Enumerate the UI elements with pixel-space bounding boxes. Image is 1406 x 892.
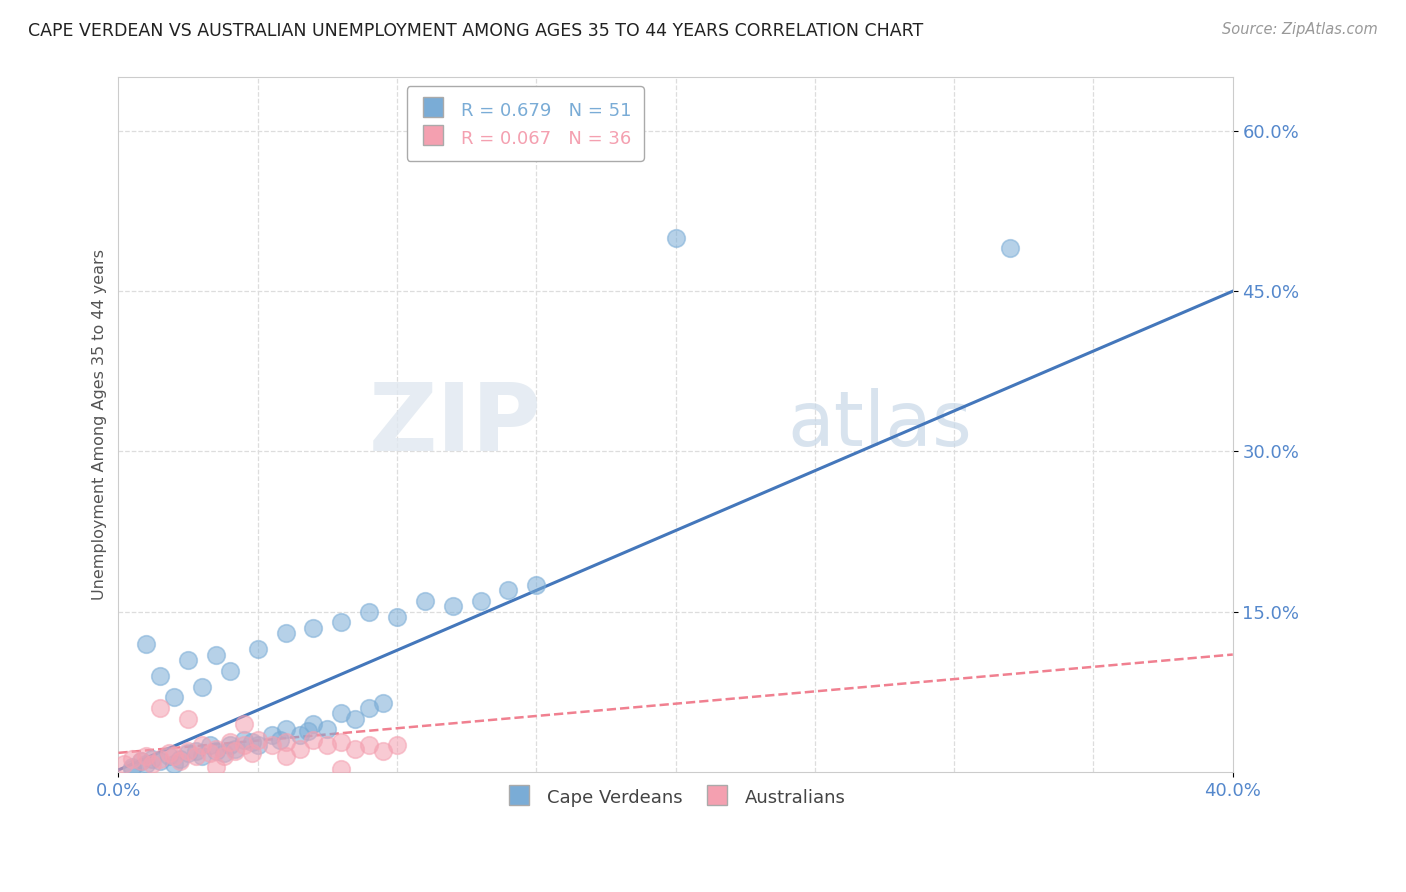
Point (359, 701, 381, 715)
Point (260, 728, 283, 742)
Point (218, 735, 240, 749)
Point (169, 755, 191, 769)
Point (302, 717, 325, 731)
Point (191, 680, 214, 694)
Point (224, 741, 246, 756)
Point (302, 733, 325, 747)
Point (998, 242, 1021, 256)
Point (205, 648, 228, 662)
Point (232, 717, 254, 731)
Text: ZIP: ZIP (368, 379, 541, 471)
Point (205, 760, 228, 774)
Point (524, 578, 547, 592)
Point (163, 756, 186, 771)
Point (163, 749, 186, 764)
Point (316, 723, 339, 737)
Point (316, 739, 339, 753)
Point (121, 760, 143, 774)
Point (288, 728, 311, 742)
Point (344, 712, 367, 726)
Point (135, 756, 157, 771)
Point (129, 755, 152, 769)
Point (141, 756, 163, 771)
Point (288, 741, 311, 756)
Point (470, 594, 492, 608)
Point (498, 583, 520, 598)
Point (121, 752, 143, 766)
Text: Source: ZipAtlas.com: Source: ZipAtlas.com (1222, 22, 1378, 37)
Point (302, 621, 325, 635)
Point (157, 749, 180, 764)
Point (232, 733, 254, 747)
Point (186, 749, 208, 764)
Point (297, 724, 319, 739)
Point (149, 752, 172, 766)
Point (149, 669, 172, 683)
Point (240, 746, 263, 760)
Point (149, 755, 172, 769)
Point (260, 739, 283, 753)
Point (330, 706, 353, 721)
Point (121, 762, 143, 776)
Point (344, 741, 367, 756)
Point (330, 735, 353, 749)
Point (240, 735, 263, 749)
Point (246, 739, 269, 753)
Point (135, 749, 157, 764)
Point (385, 610, 408, 624)
Point (359, 605, 381, 619)
Point (330, 762, 353, 776)
Point (177, 653, 200, 667)
Point (385, 739, 408, 753)
Point (200, 746, 222, 760)
Point (274, 749, 297, 764)
Point (330, 615, 353, 630)
Point (169, 752, 191, 766)
Point (112, 756, 135, 771)
Point (129, 755, 152, 769)
Point (246, 642, 269, 657)
Text: atlas: atlas (787, 388, 972, 462)
Point (141, 752, 163, 766)
Point (135, 637, 157, 651)
Point (218, 664, 240, 678)
Point (191, 739, 214, 753)
Point (177, 744, 200, 758)
Point (191, 749, 214, 764)
Point (413, 594, 436, 608)
Point (200, 739, 222, 753)
Point (214, 749, 236, 764)
Point (177, 712, 200, 726)
Point (224, 744, 246, 758)
Point (274, 626, 297, 640)
Y-axis label: Unemployment Among Ages 35 to 44 years: Unemployment Among Ages 35 to 44 years (93, 249, 107, 600)
Point (163, 690, 186, 705)
Point (359, 739, 381, 753)
Point (274, 735, 297, 749)
Point (232, 739, 254, 753)
Point (214, 746, 236, 760)
Text: CAPE VERDEAN VS AUSTRALIAN UNEMPLOYMENT AMONG AGES 35 TO 44 YEARS CORRELATION CH: CAPE VERDEAN VS AUSTRALIAN UNEMPLOYMENT … (28, 22, 924, 40)
Point (274, 723, 297, 737)
Point (441, 599, 464, 614)
Point (269, 733, 291, 747)
Point (205, 741, 228, 756)
Point (157, 746, 180, 760)
Point (186, 744, 208, 758)
Legend: Cape Verdeans, Australians: Cape Verdeans, Australians (498, 780, 853, 815)
Point (205, 744, 228, 758)
Point (371, 696, 394, 710)
Point (665, 231, 688, 245)
Point (246, 733, 269, 747)
Point (371, 744, 394, 758)
Point (218, 739, 240, 753)
Point (149, 701, 172, 715)
Point (177, 746, 200, 760)
